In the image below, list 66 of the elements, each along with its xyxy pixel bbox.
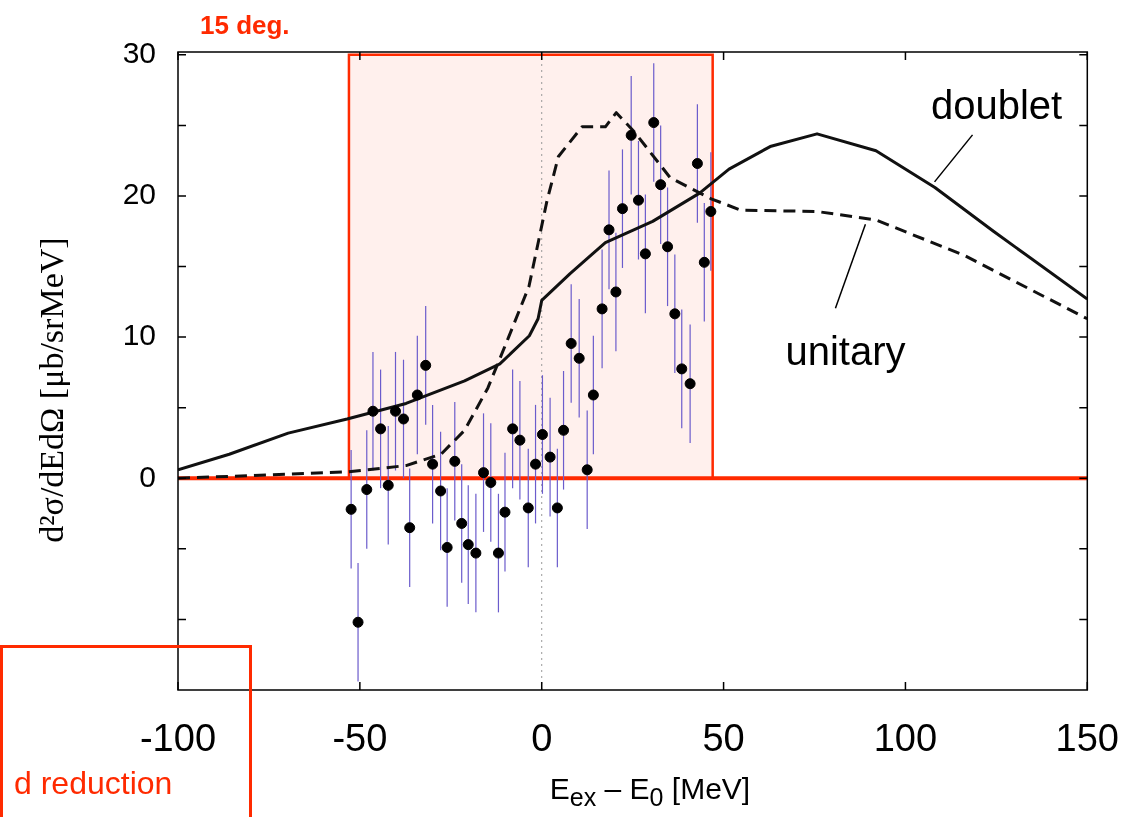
x-tick-label: -50: [332, 717, 388, 760]
point: [398, 413, 410, 425]
point: [462, 539, 474, 551]
point: [411, 389, 423, 401]
point: [375, 423, 387, 435]
point: [648, 117, 660, 129]
point: [684, 378, 696, 390]
point: [514, 434, 526, 446]
point: [551, 502, 563, 514]
point: [499, 506, 511, 518]
point: [352, 616, 364, 628]
point: [507, 423, 519, 435]
point: [587, 389, 599, 401]
point: [449, 455, 461, 467]
point: [565, 337, 577, 349]
y-tick-label: 10: [122, 318, 156, 352]
point: [522, 502, 534, 514]
point: [485, 477, 497, 489]
y-tick-label: 0: [139, 459, 156, 493]
point: [435, 485, 447, 497]
x-axis-title: E$_{ex}$ – E$_{0}$ [MeV]: [548, 772, 752, 812]
x-tick-label: 100: [873, 717, 938, 760]
point: [492, 547, 504, 559]
point: [470, 547, 482, 559]
annotation: unitary: [785, 329, 906, 374]
point: [367, 405, 379, 417]
y-axis-title: d²σ/dEdΩ [μb/srMeV]: [33, 237, 71, 543]
point: [596, 303, 608, 315]
point: [698, 256, 710, 268]
y-tick-label: 20: [122, 177, 156, 211]
annotation: doublet: [930, 82, 1063, 127]
point: [558, 424, 570, 436]
x-tick-label: -100: [139, 717, 217, 760]
x-tick-label: 0: [531, 717, 553, 760]
point: [478, 467, 490, 479]
point: [530, 458, 542, 470]
y-tick-label: 30: [122, 36, 156, 70]
point: [603, 224, 615, 236]
point: [625, 129, 637, 141]
point: [536, 429, 548, 441]
point: [345, 503, 357, 515]
point: [581, 464, 593, 476]
point: [427, 458, 439, 470]
x-tick-label: 50: [702, 717, 745, 760]
point: [404, 522, 416, 534]
point: [655, 179, 667, 191]
point: [669, 308, 681, 320]
point: [662, 241, 674, 253]
point: [390, 405, 401, 417]
point: [573, 352, 585, 364]
point: [691, 158, 703, 170]
text: d reduction: [14, 765, 173, 802]
point: [639, 248, 651, 260]
point: [632, 194, 644, 206]
point: [544, 451, 556, 463]
point: [420, 359, 432, 371]
point: [676, 363, 688, 375]
point: [610, 286, 622, 298]
point: [456, 517, 468, 529]
point: [705, 206, 717, 217]
point: [441, 541, 453, 553]
x-tick-label: 150: [1055, 717, 1119, 760]
point: [616, 203, 628, 215]
point: [382, 479, 394, 491]
point: [361, 484, 373, 496]
chart-title: 15 deg.: [200, 10, 290, 41]
